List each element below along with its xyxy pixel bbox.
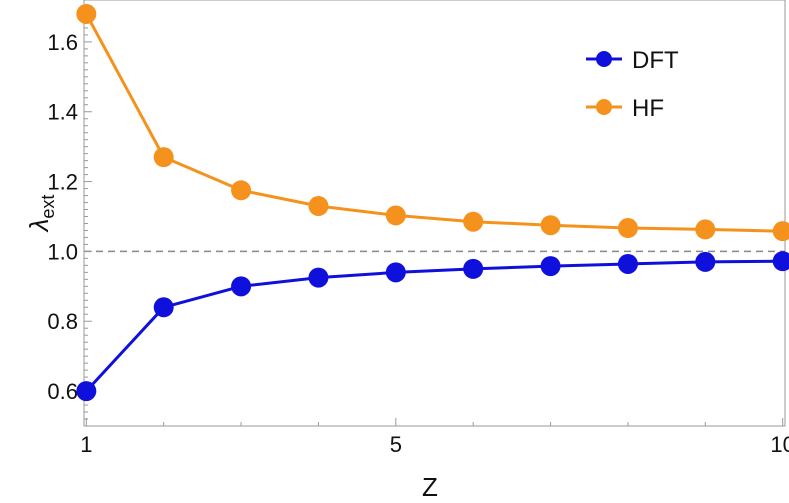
x-axis-title: Z [422,472,438,502]
data-point-hf [772,221,789,242]
data-point-hf [463,211,484,232]
data-point-hf [231,180,252,201]
x-tick-label: 1 [80,432,92,457]
legend-item-dft: DFT [586,47,679,74]
data-point-dft [617,253,638,274]
y-tick-label: 0.8 [47,309,78,334]
x-axis-ticks: 1 5 10 [80,418,789,457]
y-tick-label: 1.2 [47,170,78,195]
data-point-dft [231,276,252,297]
y-tick-label: 1.4 [47,100,78,125]
y-axis-title-main: λ [24,219,54,234]
y-tick-label: 0.6 [47,379,78,404]
series-layer [76,3,789,402]
series-line-dft [85,259,783,393]
data-point-dft [308,267,329,288]
data-point-hf [385,205,406,226]
data-point-hf [76,3,97,24]
data-point-dft [76,381,97,402]
data-point-dft [695,251,716,272]
y-tick-label: 1.0 [47,239,78,264]
legend-marker-dft [596,51,612,67]
legend: DFT HF [586,47,679,122]
data-point-hf [308,196,329,217]
data-point-dft [385,262,406,283]
data-point-hf [695,219,716,240]
data-point-hf [153,147,174,168]
y-tick-label: 1.6 [47,30,78,55]
legend-label-hf: HF [632,95,664,122]
x-tick-label: 5 [390,432,402,457]
legend-marker-hf [596,99,612,115]
data-point-dft [153,297,174,318]
data-point-dft [463,258,484,279]
data-point-dft [772,251,789,272]
y-axis-ticks: 0.6 0.8 1.0 1.2 1.4 1.6 [47,6,92,427]
data-point-hf [617,218,638,239]
x-tick-label: 10 [770,432,789,457]
y-axis-title-sub: ext [38,195,58,219]
legend-label-dft: DFT [632,47,679,74]
data-point-dft [540,256,561,277]
data-point-hf [540,215,561,236]
y-axis-title: λext [24,195,58,234]
series-line-hf [84,13,783,233]
legend-item-hf: HF [586,95,664,122]
plot-frame [83,0,786,427]
